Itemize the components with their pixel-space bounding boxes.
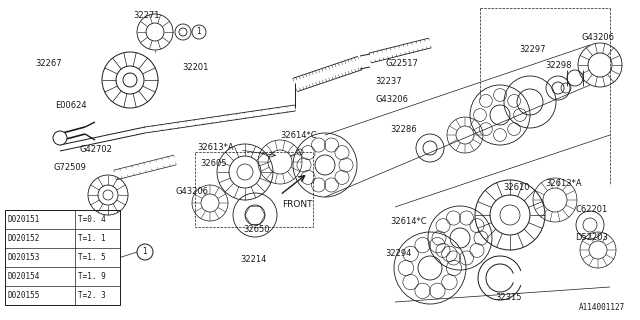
Text: D020155: D020155 — [8, 291, 40, 300]
Text: 32201: 32201 — [182, 63, 209, 73]
Text: D020152: D020152 — [8, 234, 40, 243]
Text: 32614*C: 32614*C — [390, 218, 427, 227]
Text: 32315: 32315 — [495, 292, 522, 301]
Text: G43206: G43206 — [175, 188, 208, 196]
Text: 32605: 32605 — [200, 158, 227, 167]
Text: D52203: D52203 — [575, 234, 608, 243]
Text: D020153: D020153 — [8, 253, 40, 262]
Text: 1: 1 — [143, 247, 147, 257]
Text: 32237: 32237 — [375, 77, 402, 86]
Text: G72509: G72509 — [53, 163, 86, 172]
Text: T=2. 3: T=2. 3 — [78, 291, 106, 300]
Text: G22517: G22517 — [385, 59, 418, 68]
Text: 32286: 32286 — [390, 125, 417, 134]
Text: T=0. 4: T=0. 4 — [78, 215, 106, 224]
Circle shape — [53, 131, 67, 145]
Text: 1: 1 — [196, 28, 202, 36]
Text: E00624: E00624 — [55, 100, 86, 109]
Text: G42702: G42702 — [80, 146, 113, 155]
Text: 32298: 32298 — [545, 60, 572, 69]
Text: 32613*A: 32613*A — [197, 142, 234, 151]
Bar — [195, 152, 313, 227]
Text: 32294: 32294 — [385, 250, 412, 259]
Text: 32610: 32610 — [503, 183, 529, 193]
Text: T=1. 9: T=1. 9 — [78, 272, 106, 281]
Text: T=1. 1: T=1. 1 — [78, 234, 106, 243]
Text: 32214: 32214 — [240, 255, 266, 265]
Text: D020154: D020154 — [8, 272, 40, 281]
Text: A114001127: A114001127 — [579, 303, 625, 312]
Text: 32267: 32267 — [35, 59, 61, 68]
Text: G43206: G43206 — [582, 34, 615, 43]
Text: T=1. 5: T=1. 5 — [78, 253, 106, 262]
Text: 32650: 32650 — [243, 226, 269, 235]
Text: G43206: G43206 — [375, 95, 408, 105]
Text: FRONT: FRONT — [282, 200, 312, 209]
Text: C62201: C62201 — [575, 205, 607, 214]
Text: 32614*C: 32614*C — [280, 131, 317, 140]
Text: 32613*A: 32613*A — [545, 179, 582, 188]
Text: 32271: 32271 — [133, 12, 159, 20]
Bar — [5, 210, 120, 305]
Text: D020151: D020151 — [8, 215, 40, 224]
Text: 32297: 32297 — [519, 45, 545, 54]
